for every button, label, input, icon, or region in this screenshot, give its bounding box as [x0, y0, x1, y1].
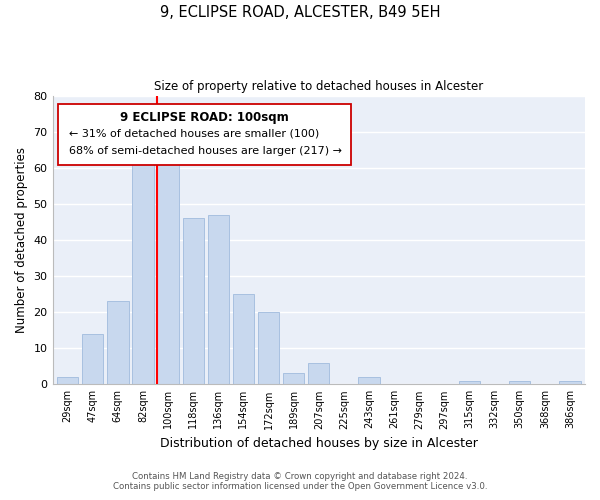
Bar [107, 302, 128, 384]
Text: 9 ECLIPSE ROAD: 100sqm: 9 ECLIPSE ROAD: 100sqm [120, 112, 289, 124]
Bar [459, 380, 480, 384]
Bar [559, 380, 581, 384]
Bar [283, 374, 304, 384]
Bar [509, 380, 530, 384]
Text: 68% of semi-detached houses are larger (217) →: 68% of semi-detached houses are larger (… [68, 146, 341, 156]
Text: Contains HM Land Registry data © Crown copyright and database right 2024.: Contains HM Land Registry data © Crown c… [132, 472, 468, 481]
Bar [233, 294, 254, 384]
Bar [182, 218, 204, 384]
Bar [132, 154, 154, 384]
Bar [208, 214, 229, 384]
Bar [82, 334, 103, 384]
FancyBboxPatch shape [58, 104, 351, 165]
Y-axis label: Number of detached properties: Number of detached properties [15, 147, 28, 333]
X-axis label: Distribution of detached houses by size in Alcester: Distribution of detached houses by size … [160, 437, 478, 450]
Title: Size of property relative to detached houses in Alcester: Size of property relative to detached ho… [154, 80, 484, 93]
Text: 9, ECLIPSE ROAD, ALCESTER, B49 5EH: 9, ECLIPSE ROAD, ALCESTER, B49 5EH [160, 5, 440, 20]
Bar [358, 377, 380, 384]
Bar [157, 150, 179, 384]
Bar [258, 312, 279, 384]
Bar [57, 377, 78, 384]
Bar [308, 362, 329, 384]
Text: ← 31% of detached houses are smaller (100): ← 31% of detached houses are smaller (10… [68, 129, 319, 139]
Text: Contains public sector information licensed under the Open Government Licence v3: Contains public sector information licen… [113, 482, 487, 491]
